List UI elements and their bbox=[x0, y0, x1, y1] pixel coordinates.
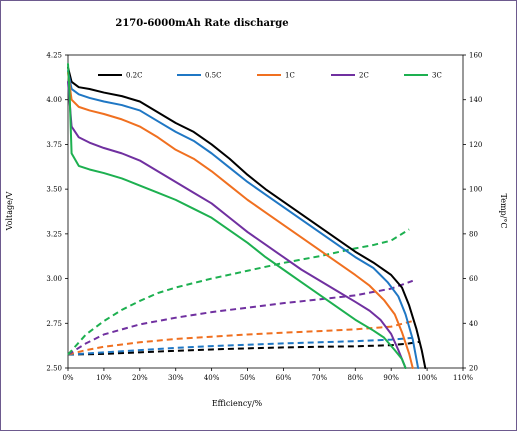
voltage-line-3c bbox=[67, 62, 407, 369]
y-tick-label: 2.50 bbox=[46, 365, 62, 373]
temp-line-2c bbox=[67, 279, 414, 356]
legend-label-1c: 1C bbox=[285, 72, 295, 80]
x-tick-label: 90% bbox=[383, 374, 399, 382]
plot-area bbox=[67, 54, 464, 369]
y-tick-label: 3.25 bbox=[46, 230, 62, 238]
voltage-line-0-5c bbox=[67, 70, 420, 369]
x-tick-label: 60% bbox=[276, 374, 292, 382]
legend-label-0-2c: 0.2C bbox=[126, 72, 143, 80]
temp-line-3c bbox=[67, 228, 410, 356]
voltage-line-2c bbox=[67, 80, 407, 369]
y-tick-label: 3.00 bbox=[46, 275, 62, 283]
y-tick-label: 3.75 bbox=[46, 141, 62, 149]
x-tick-label: 110% bbox=[453, 374, 473, 382]
legend-label-3c: 3C bbox=[432, 72, 442, 80]
x-tick-label: 70% bbox=[312, 374, 328, 382]
x-tick-label: 100% bbox=[417, 374, 437, 382]
y2-tick-label: 80 bbox=[469, 230, 478, 238]
y-axis-voltage: 2.50 2.75 3.00 3.25 3.50 3.75 4.00 4.25 bbox=[46, 52, 68, 373]
x-tick-label: 10% bbox=[96, 374, 112, 382]
legend-label-0-5c: 0.5C bbox=[205, 72, 222, 80]
voltage-line-0-2c bbox=[67, 66, 427, 369]
temp-line-1c bbox=[67, 320, 413, 356]
legend: 0.2C 0.5C 1C 2C 3C bbox=[98, 72, 442, 80]
x-tick-label: 0% bbox=[62, 374, 73, 382]
y2-tick-label: 160 bbox=[469, 52, 482, 60]
y2-tick-label: 100 bbox=[469, 186, 482, 194]
y2-axis-title: Temp/°C bbox=[499, 194, 508, 229]
x-tick-label: 40% bbox=[204, 374, 220, 382]
legend-label-2c: 2C bbox=[359, 72, 369, 80]
x-axis: 0% 10% 20% 30% 40% 50% 60% 70% 80% 90% 100% 110% bbox=[62, 368, 473, 382]
voltage-line-1c bbox=[67, 71, 414, 369]
y-axis-temperature: 20 40 60 80 100 120 140 160 bbox=[463, 52, 482, 373]
x-axis-title: Efficiency/% bbox=[212, 399, 263, 408]
x-tick-label: 80% bbox=[347, 374, 363, 382]
x-tick-label: 30% bbox=[168, 374, 184, 382]
y-tick-label: 4.25 bbox=[46, 52, 62, 60]
x-tick-label: 50% bbox=[240, 374, 256, 382]
chart-title: 2170-6000mAh Rate discharge bbox=[115, 18, 288, 29]
y-tick-label: 3.50 bbox=[46, 186, 62, 194]
y-tick-label: 4.00 bbox=[46, 96, 62, 104]
y2-tick-label: 60 bbox=[469, 275, 478, 283]
y-tick-label: 2.75 bbox=[46, 320, 62, 328]
y2-tick-label: 140 bbox=[469, 96, 482, 104]
y2-tick-label: 40 bbox=[469, 320, 478, 328]
temp-line-0-2c bbox=[67, 340, 421, 356]
x-tick-label: 20% bbox=[132, 374, 148, 382]
y-axis-title: Voltage/V bbox=[5, 191, 14, 231]
y2-tick-label: 20 bbox=[469, 365, 478, 373]
y2-tick-label: 120 bbox=[469, 141, 482, 149]
series-layer bbox=[67, 62, 427, 369]
